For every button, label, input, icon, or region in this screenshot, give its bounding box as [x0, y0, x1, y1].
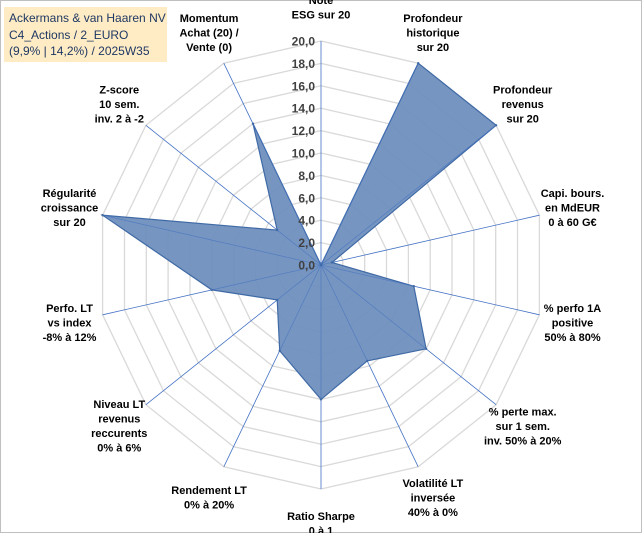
axis-label: Z-score 10 sem. inv. 2 à -2 [95, 85, 144, 126]
tick-label: 8,0 [298, 169, 315, 183]
axis-label: Régularité croissance sur 20 [41, 188, 98, 229]
series-spoke [102, 214, 322, 266]
axis-label: Niveau LT revenus reccurents 0% à 6% [91, 399, 147, 455]
tick-label: 20,0 [292, 35, 316, 49]
axis-label: Profondeur revenus sur 20 [493, 85, 553, 126]
tick-label: 14,0 [292, 102, 316, 116]
series-point [319, 263, 323, 267]
series-spoke [320, 262, 332, 266]
tick-label: 12,0 [292, 124, 316, 138]
axis-label: Volatilité LT inversée 40% à 0% [403, 478, 464, 519]
tick-label: 18,0 [292, 57, 316, 71]
series-point [330, 261, 334, 264]
series-point [101, 214, 104, 217]
series-point [276, 298, 279, 302]
series-point [494, 124, 498, 127]
title-line-3: (9,9% | 14,2%) / 2025W35 [9, 44, 150, 58]
title-line-1: Ackermans & van Haaren NV [9, 11, 166, 25]
series-point [278, 349, 281, 352]
axis-label: Profondeur historique sur 20 [403, 13, 463, 54]
title-line-2: C4_Actions / 2_EURO [9, 27, 129, 42]
radar-series [100, 62, 498, 401]
tick-label: 6,0 [298, 191, 315, 205]
series-spoke [320, 264, 414, 287]
series-point [412, 285, 415, 288]
series-point [417, 62, 420, 65]
series-spoke [277, 264, 322, 301]
axis-label: % perte max. sur 1 sem. inv. 50% à 20% [484, 406, 562, 447]
series-spoke [320, 264, 368, 362]
axis-label: % perfo 1A positive 50% à 80% [544, 303, 602, 344]
series-spoke [277, 229, 322, 266]
series-point [251, 122, 255, 125]
series-point [366, 359, 369, 363]
series-spoke [320, 125, 497, 266]
series-spoke [320, 264, 427, 350]
axis-label: Capi. bours. en MdEUR 0 à 60 G€ [541, 188, 605, 229]
axis-label: Perfo. LT vs index -8% à 12% [43, 303, 97, 344]
series-spoke [211, 264, 322, 291]
tick-label: 0,0 [298, 259, 315, 273]
radar-tick-labels: 0,0 2,0 4,0 6,0 8,0 10,0 12,0 14,0 16,0 18,0 20,0 [292, 35, 316, 273]
series-spoke [320, 63, 419, 266]
series-point [319, 398, 323, 401]
series-point [210, 288, 213, 292]
axis-label: Note ESG sur 20 [292, 0, 351, 21]
tick-label: 2,0 [298, 236, 315, 250]
axis-label: Momentum Achat (20) / Vente (0) [179, 13, 238, 54]
axis-label: Rendement LT 0% à 20% [171, 485, 247, 512]
axis-label: Ratio Sharpe 0 à 1 [287, 511, 355, 533]
tick-label: 10,0 [292, 147, 316, 161]
tick-label: 4,0 [298, 214, 315, 228]
series-spoke [279, 264, 322, 351]
series-spoke [252, 123, 322, 266]
tick-label: 16,0 [292, 79, 316, 93]
chart-title-box: Ackermans & van Haaren NV C4_Actions / 2… [4, 7, 167, 62]
radar-spoke [320, 214, 540, 266]
series-point [276, 228, 279, 232]
radar-axis-labels: Note ESG sur 20 Profondeur historique sur 20… [41, 0, 605, 533]
series-point [424, 347, 428, 350]
